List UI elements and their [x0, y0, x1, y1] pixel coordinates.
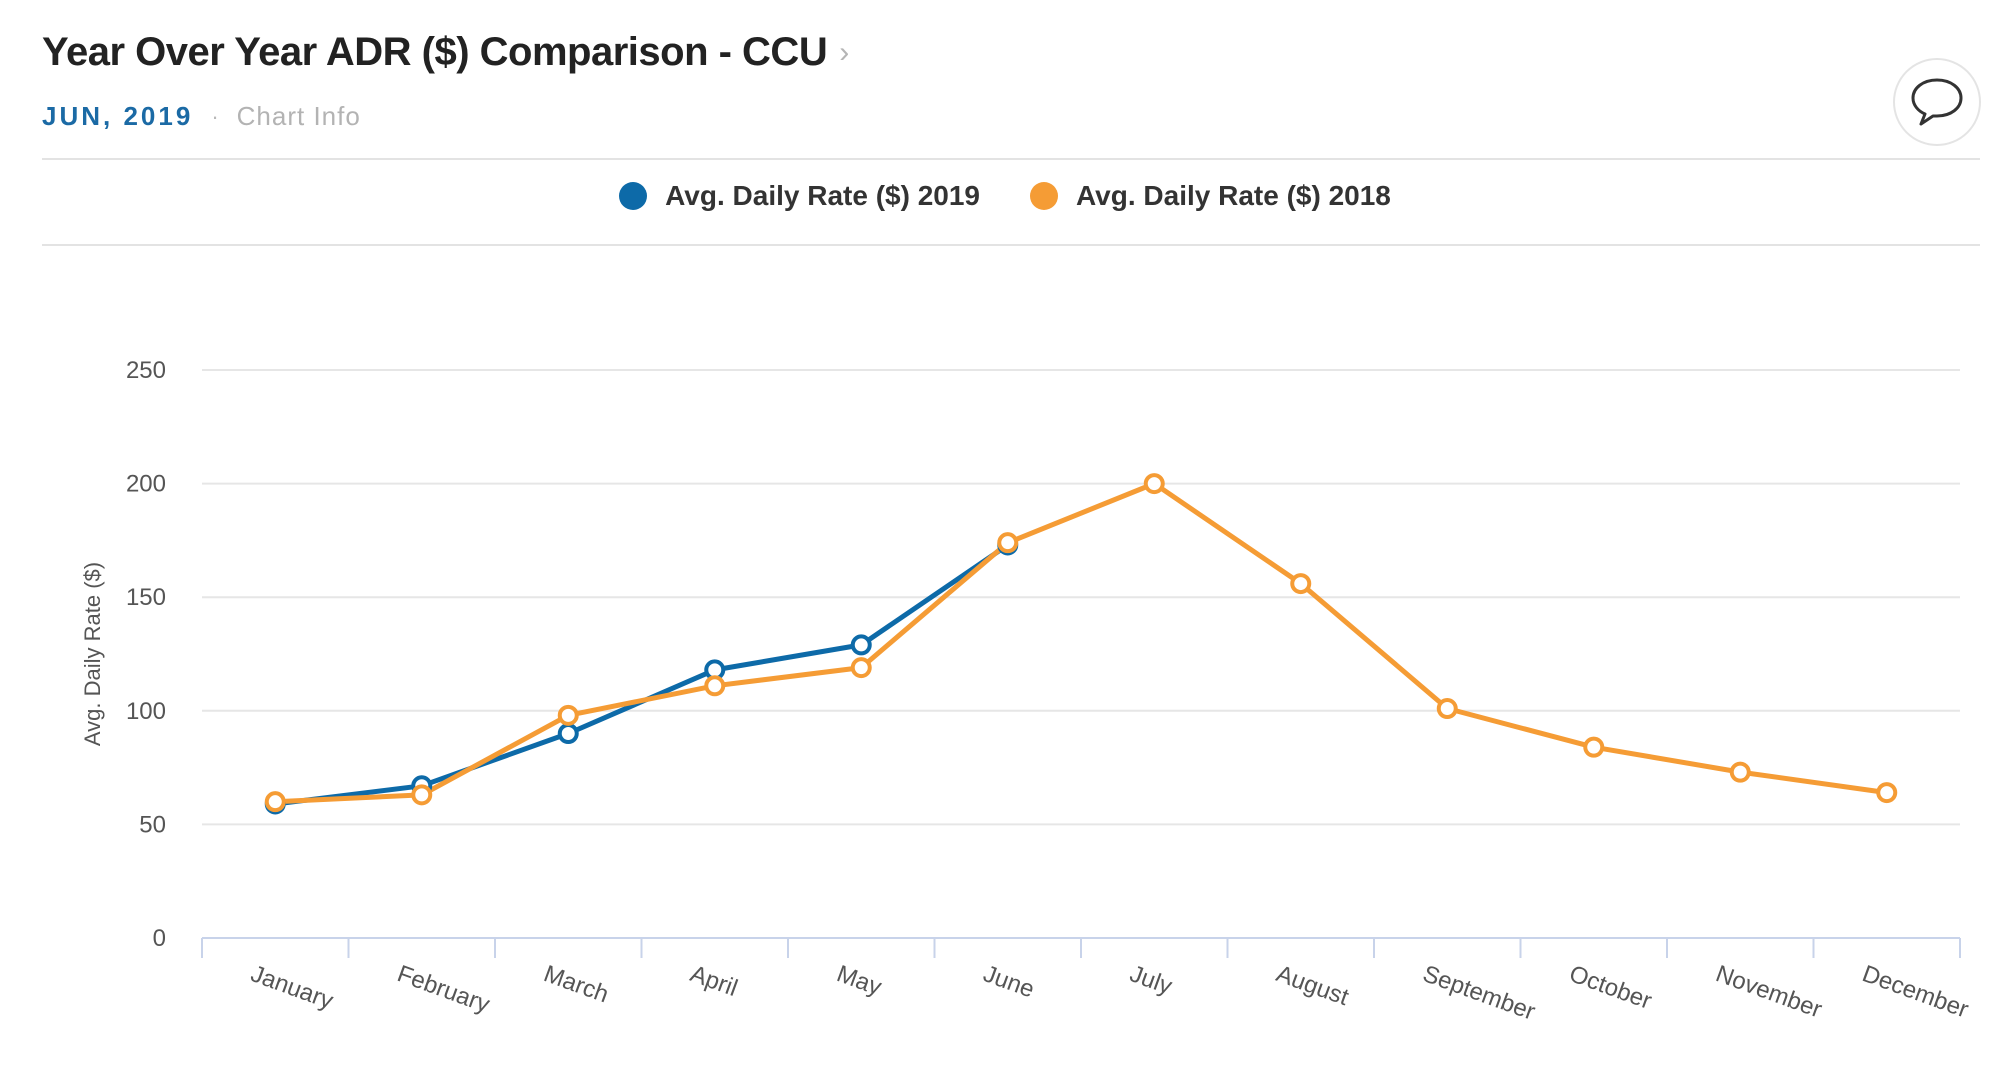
chart-title[interactable]: Year Over Year ADR ($) Comparison - CCU	[42, 30, 828, 74]
y-axis-title: Avg. Daily Rate ($)	[80, 562, 105, 746]
data-point-2018-december[interactable]	[1876, 782, 1898, 804]
data-point-2018-september[interactable]	[1436, 698, 1458, 720]
comment-button[interactable]	[1893, 58, 1981, 146]
y-tick-label: 150	[126, 584, 166, 611]
data-point-2019-march[interactable]	[557, 723, 579, 745]
data-point-2018-march[interactable]	[557, 704, 579, 726]
chevron-right-icon[interactable]: ›	[839, 35, 850, 69]
y-tick-label: 250	[126, 357, 166, 384]
speech-bubble-icon	[1911, 78, 1963, 126]
x-tick-label-march: March	[540, 960, 612, 1008]
header-divider	[42, 158, 1980, 160]
series-line-2019	[272, 542, 1011, 807]
y-tick-label: 0	[153, 925, 166, 952]
legend-swatch-2018	[1030, 182, 1058, 210]
x-tick-label-july: July	[1126, 960, 1175, 1000]
x-tick-label-april: April	[687, 960, 741, 1002]
x-tick-label-january: January	[247, 960, 336, 1015]
y-tick-label: 100	[126, 698, 166, 725]
legend-item-2018[interactable]: Avg. Daily Rate ($) 2018	[1030, 180, 1391, 212]
x-tick-label-may: May	[833, 960, 885, 1001]
x-tick-label-august: August	[1273, 960, 1353, 1011]
series-line-2018	[272, 481, 1890, 805]
separator-dot: ·	[211, 103, 219, 129]
y-tick-label: 200	[126, 471, 166, 498]
legend-item-2019[interactable]: Avg. Daily Rate ($) 2019	[619, 180, 980, 212]
legend-label-2019: Avg. Daily Rate ($) 2019	[665, 180, 980, 211]
chart-info-link[interactable]: Chart Info	[236, 101, 361, 131]
x-tick-label-december: December	[1859, 960, 1972, 1023]
x-tick-label-february: February	[394, 960, 493, 1018]
x-tick-label-october: October	[1566, 960, 1655, 1015]
period-label: JUN, 2019	[42, 101, 194, 131]
subtitle-row: JUN, 2019 · Chart Info	[42, 101, 1968, 132]
data-point-2018-july[interactable]	[1143, 473, 1165, 495]
x-tick-label-september: September	[1419, 960, 1539, 1026]
data-point-2018-february[interactable]	[411, 784, 433, 806]
legend-swatch-2019	[619, 182, 648, 210]
x-tick-label-june: June	[980, 960, 1038, 1003]
data-point-2018-october[interactable]	[1583, 736, 1605, 758]
data-point-2018-august[interactable]	[1290, 573, 1312, 595]
x-tick-label-november: November	[1712, 960, 1825, 1023]
chart-header: Year Over Year ADR ($) Comparison - CCU …	[42, 30, 1968, 132]
data-point-2018-may[interactable]	[850, 657, 872, 679]
data-point-2018-april[interactable]	[704, 675, 726, 697]
title-row: Year Over Year ADR ($) Comparison - CCU …	[42, 30, 1968, 75]
data-point-2018-november[interactable]	[1729, 761, 1751, 783]
data-point-2019-may[interactable]	[850, 634, 872, 656]
legend-label-2018: Avg. Daily Rate ($) 2018	[1076, 180, 1391, 211]
legend: Avg. Daily Rate ($) 2019 Avg. Daily Rate…	[0, 180, 2010, 212]
data-point-2018-june[interactable]	[997, 532, 1019, 554]
y-tick-label: 50	[139, 811, 166, 838]
legend-divider	[42, 244, 1980, 246]
data-point-2018-january[interactable]	[264, 791, 286, 813]
